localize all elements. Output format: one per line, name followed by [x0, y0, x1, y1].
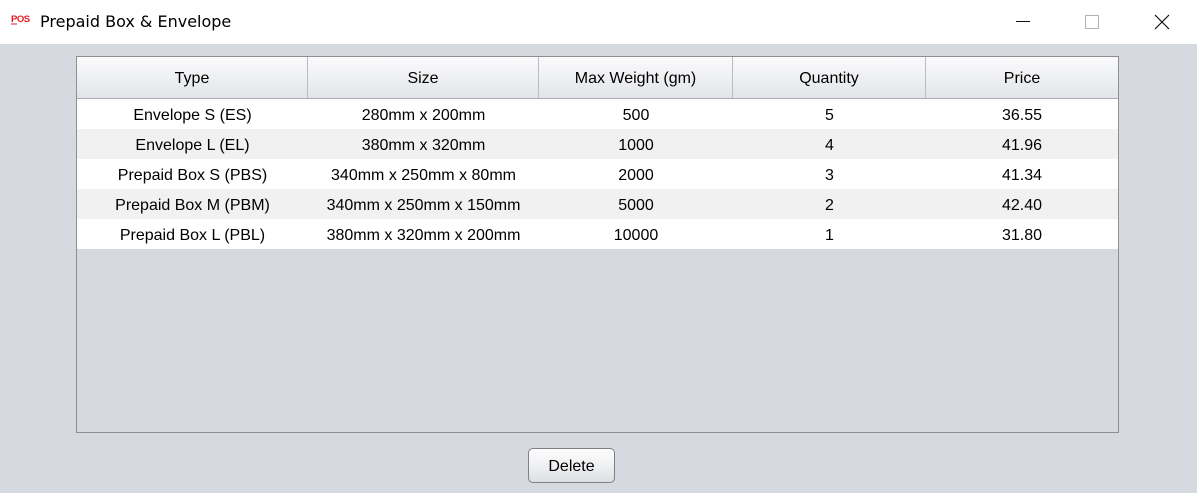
cell-quantity: 3 [825, 167, 834, 184]
minimize-icon [1016, 21, 1030, 22]
cell-max-weight: 1000 [618, 137, 654, 154]
cell-quantity: 4 [825, 137, 834, 154]
cell-type: Envelope L (EL) [135, 137, 250, 154]
table-row[interactable]: Prepaid Box M (PBM) 340mm x 250mm x 150m… [77, 189, 1118, 219]
table-row[interactable]: Envelope L (EL) 380mm x 320mm 1000 4 41.… [77, 129, 1118, 159]
delete-button[interactable]: Delete [528, 448, 615, 483]
cell-type: Prepaid Box S (PBS) [117, 167, 268, 184]
column-header-type[interactable]: Type [77, 57, 308, 98]
table-body: Envelope S (ES) 280mm x 200mm 500 5 36.5… [77, 99, 1118, 249]
cell-price: 36.55 [1001, 107, 1043, 124]
title-bar: POS Prepaid Box & Envelope [0, 0, 1197, 44]
table-row[interactable]: Envelope S (ES) 280mm x 200mm 500 5 36.5… [77, 99, 1118, 129]
cell-price: 41.96 [1001, 137, 1043, 154]
cell-max-weight: 2000 [618, 167, 654, 184]
cell-max-weight: 10000 [613, 227, 659, 244]
cell-size: 380mm x 320mm [361, 137, 486, 154]
maximize-icon [1085, 15, 1099, 29]
column-header-size[interactable]: Size [308, 57, 539, 98]
close-icon [1154, 14, 1170, 30]
cell-size: 340mm x 250mm x 150mm [326, 197, 521, 214]
cell-size: 340mm x 250mm x 80mm [331, 167, 516, 184]
cell-price: 41.34 [1001, 167, 1043, 184]
cell-type: Prepaid Box M (PBM) [115, 197, 270, 214]
table-row[interactable]: Prepaid Box S (PBS) 340mm x 250mm x 80mm… [77, 159, 1118, 189]
prepaid-items-table[interactable]: Type Size Max Weight (gm) Quantity Price… [76, 56, 1119, 433]
table-header: Type Size Max Weight (gm) Quantity Price [77, 57, 1118, 99]
pos-logo-icon: POS [11, 13, 35, 25]
column-header-max-weight[interactable]: Max Weight (gm) [539, 57, 733, 98]
cell-price: 31.80 [1001, 227, 1043, 244]
column-header-price[interactable]: Price [926, 57, 1118, 98]
table-row[interactable]: Prepaid Box L (PBL) 380mm x 320mm x 200m… [77, 219, 1118, 249]
close-button[interactable] [1139, 0, 1185, 44]
window-title: Prepaid Box & Envelope [40, 12, 232, 31]
cell-quantity: 1 [825, 227, 834, 244]
svg-text:POS: POS [11, 14, 30, 25]
cell-type: Envelope S (ES) [133, 107, 252, 124]
cell-max-weight: 5000 [618, 197, 654, 214]
maximize-button[interactable] [1069, 0, 1115, 44]
cell-size: 280mm x 200mm [361, 107, 486, 124]
cell-quantity: 2 [825, 197, 834, 214]
minimize-button[interactable] [1000, 0, 1046, 44]
cell-price: 42.40 [1001, 197, 1043, 214]
cell-max-weight: 500 [622, 107, 650, 124]
column-header-quantity[interactable]: Quantity [733, 57, 926, 98]
cell-type: Prepaid Box L (PBL) [119, 227, 266, 244]
cell-quantity: 5 [825, 107, 834, 124]
cell-size: 380mm x 320mm x 200mm [326, 227, 521, 244]
